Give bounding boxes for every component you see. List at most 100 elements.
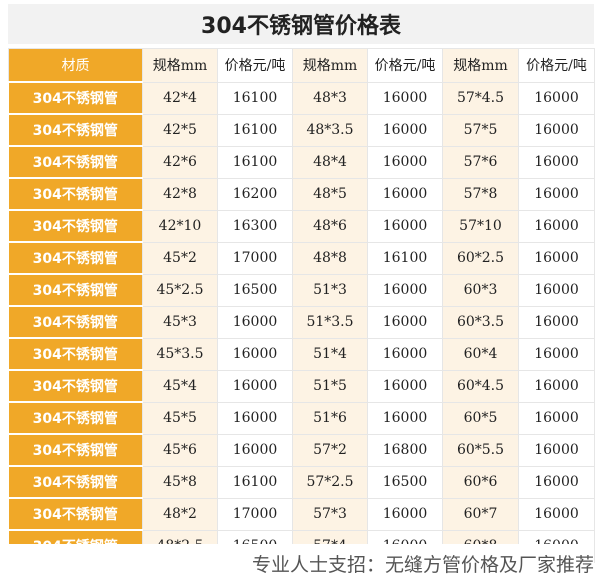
header-price-1: 价格元/吨 — [217, 48, 293, 83]
spec-3-cell: 60*5 — [442, 401, 519, 435]
table-row: 304不锈钢管 42*4 16100 48*3 16000 57*4.5 16000 — [8, 81, 595, 115]
material-cell: 304不锈钢管 — [8, 145, 143, 179]
header-spec-2: 规格mm — [292, 48, 368, 83]
price-3-cell: 16000 — [518, 465, 595, 499]
spec-3-cell: 57*10 — [442, 209, 519, 243]
price-3-cell: 16000 — [518, 337, 595, 371]
spec-2-cell: 51*3.5 — [292, 305, 368, 339]
table-row: 304不锈钢管 45*2.5 16500 51*3 16000 60*3 16000 — [8, 273, 595, 307]
spec-3-cell: 60*2.5 — [442, 241, 519, 275]
price-3-cell: 16000 — [518, 241, 595, 275]
table-row: 304不锈钢管 42*6 16100 48*4 16000 57*6 16000 — [8, 145, 595, 179]
material-cell: 304不锈钢管 — [8, 81, 143, 115]
material-cell: 304不锈钢管 — [8, 337, 143, 371]
price-3-cell: 16000 — [518, 497, 595, 531]
spec-3-cell: 60*5.5 — [442, 433, 519, 467]
price-3-cell: 16000 — [518, 145, 595, 179]
price-3-cell: 16000 — [518, 177, 595, 211]
material-cell: 304不锈钢管 — [8, 465, 143, 499]
price-2-cell: 16000 — [367, 305, 443, 339]
spec-3-cell: 57*5 — [442, 113, 519, 147]
price-table: 材质 规格mm 价格元/吨 规格mm 价格元/吨 规格mm 价格元/吨 304不… — [8, 48, 595, 563]
spec-3-cell: 60*7 — [442, 497, 519, 531]
table-row: 304不锈钢管 45*3.5 16000 51*4 16000 60*4 16000 — [8, 337, 595, 371]
header-spec-1: 规格mm — [142, 48, 218, 83]
material-cell: 304不锈钢管 — [8, 497, 143, 531]
table-row: 304不锈钢管 45*6 16000 57*2 16800 60*5.5 16000 — [8, 433, 595, 467]
spec-1-cell: 45*2.5 — [142, 273, 218, 307]
price-1-cell: 16000 — [217, 433, 293, 467]
header-price-2: 价格元/吨 — [367, 48, 443, 83]
price-1-cell: 16000 — [217, 369, 293, 403]
price-1-cell: 17000 — [217, 497, 293, 531]
spec-1-cell: 42*6 — [142, 145, 218, 179]
spec-3-cell: 57*6 — [442, 145, 519, 179]
material-cell: 304不锈钢管 — [8, 305, 143, 339]
material-cell: 304不锈钢管 — [8, 209, 143, 243]
spec-2-cell: 48*5 — [292, 177, 368, 211]
material-cell: 304不锈钢管 — [8, 369, 143, 403]
spec-3-cell: 60*3.5 — [442, 305, 519, 339]
spec-1-cell: 45*4 — [142, 369, 218, 403]
spec-1-cell: 42*5 — [142, 113, 218, 147]
spec-1-cell: 42*4 — [142, 81, 218, 115]
table-row: 304不锈钢管 42*5 16100 48*3.5 16000 57*5 16000 — [8, 113, 595, 147]
spec-3-cell: 60*4.5 — [442, 369, 519, 403]
spec-2-cell: 57*2.5 — [292, 465, 368, 499]
spec-2-cell: 48*3 — [292, 81, 368, 115]
spec-3-cell: 57*4.5 — [442, 81, 519, 115]
header-price-3: 价格元/吨 — [518, 48, 595, 83]
price-1-cell: 16000 — [217, 337, 293, 371]
price-1-cell: 16000 — [217, 305, 293, 339]
price-2-cell: 16100 — [367, 241, 443, 275]
spec-1-cell: 45*5 — [142, 401, 218, 435]
price-2-cell: 16000 — [367, 497, 443, 531]
spec-1-cell: 42*8 — [142, 177, 218, 211]
price-1-cell: 16000 — [217, 401, 293, 435]
price-3-cell: 16000 — [518, 305, 595, 339]
price-1-cell: 16500 — [217, 273, 293, 307]
spec-2-cell: 57*2 — [292, 433, 368, 467]
spec-1-cell: 45*8 — [142, 465, 218, 499]
table-row: 304不锈钢管 48*2 17000 57*3 16000 60*7 16000 — [8, 497, 595, 531]
price-3-cell: 16000 — [518, 209, 595, 243]
table-row: 304不锈钢管 45*8 16100 57*2.5 16500 60*6 16000 — [8, 465, 595, 499]
price-3-cell: 16000 — [518, 81, 595, 115]
spec-3-cell: 60*3 — [442, 273, 519, 307]
table-title: 304不锈钢管价格表 — [8, 4, 594, 44]
table-row: 304不锈钢管 45*5 16000 51*6 16000 60*5 16000 — [8, 401, 595, 435]
spec-2-cell: 48*4 — [292, 145, 368, 179]
spec-2-cell: 48*3.5 — [292, 113, 368, 147]
price-1-cell: 16100 — [217, 81, 293, 115]
spec-2-cell: 51*5 — [292, 369, 368, 403]
spec-2-cell: 57*3 — [292, 497, 368, 531]
price-1-cell: 16200 — [217, 177, 293, 211]
price-3-cell: 16000 — [518, 433, 595, 467]
spec-2-cell: 48*8 — [292, 241, 368, 275]
table-row: 304不锈钢管 45*4 16000 51*5 16000 60*4.5 16000 — [8, 369, 595, 403]
spec-1-cell: 45*3.5 — [142, 337, 218, 371]
spec-3-cell: 57*8 — [442, 177, 519, 211]
price-3-cell: 16000 — [518, 113, 595, 147]
spec-2-cell: 51*3 — [292, 273, 368, 307]
spec-3-cell: 60*6 — [442, 465, 519, 499]
spec-1-cell: 48*2 — [142, 497, 218, 531]
spec-2-cell: 48*6 — [292, 209, 368, 243]
price-3-cell: 16000 — [518, 401, 595, 435]
price-2-cell: 16000 — [367, 337, 443, 371]
spec-1-cell: 45*3 — [142, 305, 218, 339]
spec-1-cell: 45*6 — [142, 433, 218, 467]
price-2-cell: 16000 — [367, 369, 443, 403]
footer-bar: 专业人士支招：无缝方管价格及厂家推荐 — [8, 544, 594, 584]
header-row: 材质 规格mm 价格元/吨 规格mm 价格元/吨 规格mm 价格元/吨 — [8, 48, 595, 83]
spec-1-cell: 45*2 — [142, 241, 218, 275]
header-spec-3: 规格mm — [442, 48, 519, 83]
table-row: 304不锈钢管 42*10 16300 48*6 16000 57*10 16000 — [8, 209, 595, 243]
price-2-cell: 16500 — [367, 465, 443, 499]
price-1-cell: 16100 — [217, 145, 293, 179]
material-cell: 304不锈钢管 — [8, 433, 143, 467]
spec-2-cell: 51*6 — [292, 401, 368, 435]
material-cell: 304不锈钢管 — [8, 113, 143, 147]
table-row: 304不锈钢管 45*2 17000 48*8 16100 60*2.5 16000 — [8, 241, 595, 275]
table-row: 304不锈钢管 42*8 16200 48*5 16000 57*8 16000 — [8, 177, 595, 211]
